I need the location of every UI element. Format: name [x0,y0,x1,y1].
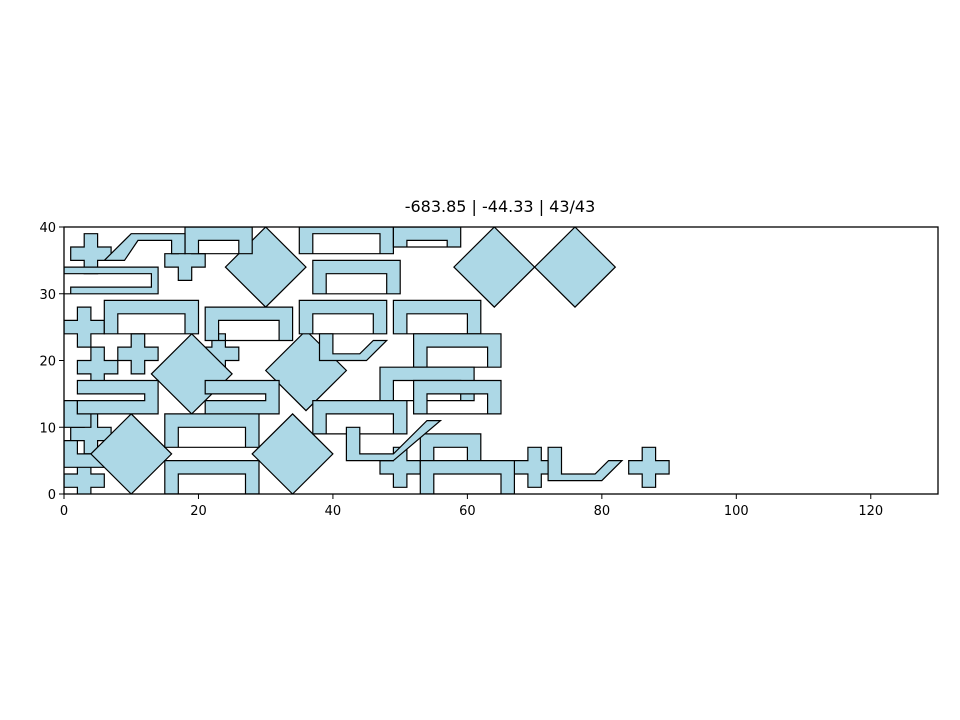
x-axis-ticks: 0 20 40 60 80 100 120 [60,494,883,519]
y-axis-ticks: 0 10 20 30 40 [39,221,64,503]
shape-bracket-24 [164,460,260,494]
shape-cross-4 [117,333,159,375]
x-tick-label: 120 [858,504,883,519]
shape-bracket-29 [392,299,482,335]
x-tick-label: 0 [60,504,68,519]
shape-bracket-20 [64,266,159,295]
shape-l-shape-42 [547,446,624,482]
shape-bracket-26 [204,379,280,415]
shape-bracket-23 [164,413,260,448]
y-tick-label: 40 [39,221,56,236]
shape-bracket-32 [312,400,408,435]
y-tick-label: 0 [48,488,56,503]
y-tick-label: 30 [39,288,56,303]
x-tick-label: 60 [459,504,476,519]
shape-bracket-36 [184,227,253,255]
shape-bracket-33 [413,379,502,415]
x-tick-label: 40 [325,504,342,519]
x-tick-label: 100 [724,504,749,519]
shape-bracket-22 [76,379,159,415]
x-tick-label: 80 [594,504,611,519]
shape-l-shape-40 [318,333,389,362]
y-tick-label: 10 [39,421,56,436]
shape-bracket-28 [312,259,401,295]
y-tick-label: 20 [39,355,56,370]
x-tick-label: 20 [190,504,207,519]
shape-cross-10 [628,446,670,488]
shape-bracket-38 [392,227,462,248]
shape-cross-1 [64,460,105,494]
shape-l-shape-41 [345,420,443,462]
shape-diamond-19 [533,227,617,308]
chart-title: -683.85 | -44.33 | 43/43 [405,197,596,216]
shape-diamond-13 [90,413,173,494]
shape-bracket-21 [103,299,200,335]
shape-bracket-27 [298,299,388,335]
shape-bracket-35 [419,460,516,494]
shapes-layer [64,227,670,494]
shape-l-shape-39 [102,233,186,261]
shape-bracket-25 [204,306,294,342]
